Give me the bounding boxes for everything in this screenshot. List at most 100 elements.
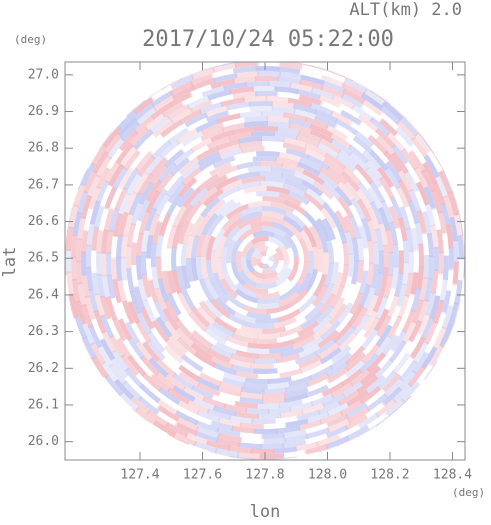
echo-segment [252,231,275,239]
echo-segment [434,174,449,199]
echo-segment [227,313,252,328]
y-tick-label: 26.4 [28,287,59,302]
echo-segment [206,198,227,219]
echo-segment [116,234,124,259]
echo-segment [325,124,349,141]
echo-segment [279,409,304,419]
echo-segment [270,339,295,349]
echo-segment [245,81,270,88]
echo-segment [127,300,141,324]
echo-segment [344,135,367,155]
echo-segment [393,243,400,268]
echo-segment [289,82,314,93]
echo-segment [254,76,280,82]
echo-segment [247,166,273,173]
echo-segment [329,285,345,309]
echo-segment [197,185,219,205]
echo-segment [293,351,318,365]
echo-segment [321,217,337,241]
echo-segment [117,116,138,138]
echo-segment [190,171,213,191]
echo-segment [134,371,155,392]
echo-segment [388,340,407,363]
echo-segment [289,369,314,382]
echo-segment [310,359,334,375]
echo-segment [166,292,182,316]
echo-segment [156,256,163,281]
echo-segment [155,315,173,338]
echo-segment [301,335,324,352]
echo-segment [231,262,247,287]
echo-segment [172,431,197,447]
echo-segment [405,227,414,253]
echo-segment [133,102,155,122]
echo-segment [231,425,256,434]
echo-segment [347,253,355,278]
echo-segment [148,421,170,436]
echo-segment [458,211,464,236]
echo-segment [358,121,381,141]
echo-segment [104,374,124,397]
echo-segment [457,235,464,260]
echo-segment [291,329,315,345]
echo-segment [106,146,124,170]
echo-segment [158,212,172,237]
echo-segment [153,299,169,323]
echo-segment [296,272,312,295]
echo-segment [165,122,189,140]
echo-segment [388,102,407,120]
echo-segment [94,293,106,318]
echo-segment [209,343,233,359]
echo-segment [256,301,280,309]
echo-segment [378,185,394,209]
echo-segment [189,214,205,238]
echo-segment [218,148,243,161]
x-tick-label: 128.4 [433,468,472,483]
echo-segment [80,337,93,360]
echo-segment [449,216,459,242]
echo-segment [255,291,281,299]
echo-segment [176,312,196,335]
echo-segment [288,375,313,387]
echo-segment [88,324,103,349]
echo-segment [271,166,296,176]
echo-segment [321,381,345,398]
echo-segment [307,250,315,275]
echo-segment [162,308,180,331]
echo-segment [193,163,216,182]
echo-segment [380,267,389,292]
echo-segment [102,375,118,395]
echo-segment [352,169,372,191]
echo-segment [441,290,452,315]
echo-segment [109,334,126,359]
echo-segment [166,104,191,121]
echo-segment [284,433,309,443]
echo-segment [276,332,300,344]
echo-segment [65,273,70,298]
echo-segment [151,139,172,160]
echo-segment [191,385,215,400]
echo-segment [356,237,365,262]
echo-segment [418,277,428,302]
echo-segment [408,250,415,275]
echo-segment [241,240,254,258]
echo-segment [300,74,325,86]
echo-segment [303,301,324,322]
echo-segment [297,293,318,314]
echo-segment [81,335,98,360]
echo-segment [266,303,291,314]
echo-segment [263,387,288,395]
echo-segment [361,309,378,333]
echo-segment [226,262,240,286]
echo-segment [273,415,299,424]
echo-segment [74,314,88,340]
echo-segment [190,342,214,361]
echo-segment [268,254,274,262]
echo-segment [378,176,395,200]
echo-segment [451,190,460,215]
echo-segment [212,272,228,296]
echo-segment [201,64,225,72]
echo-segment [135,339,154,362]
echo-segment [358,270,369,295]
echo-segment [283,392,308,403]
